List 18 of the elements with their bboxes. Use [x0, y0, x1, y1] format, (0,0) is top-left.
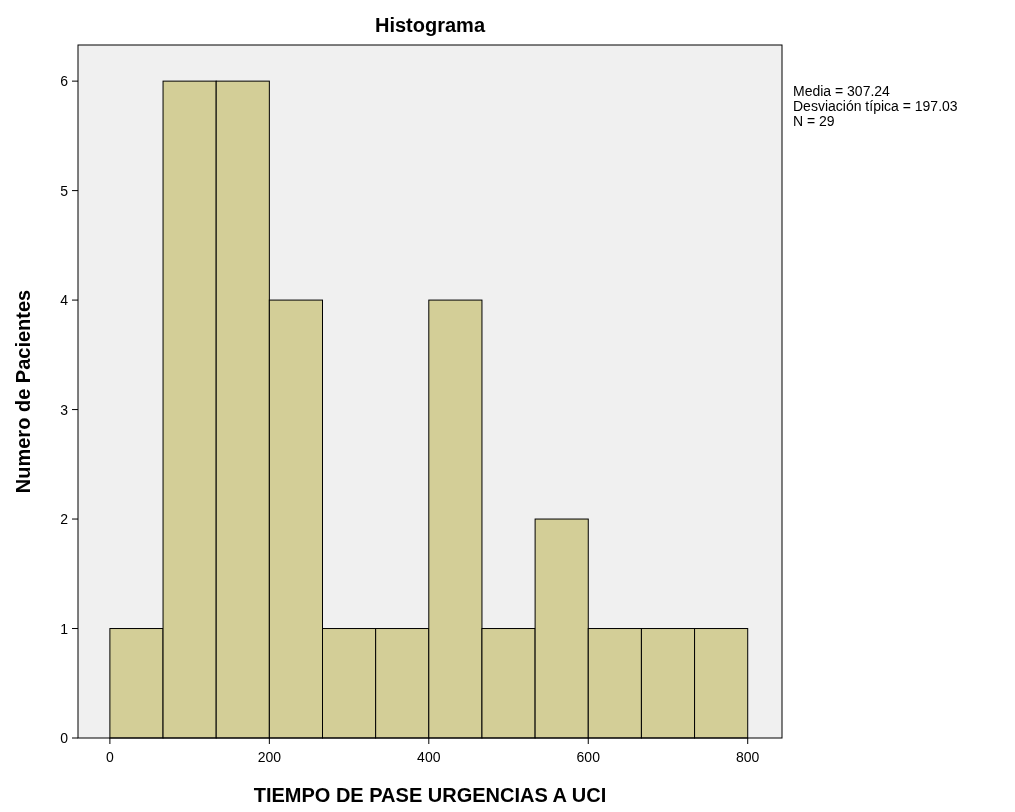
y-tick-label: 0 — [60, 730, 69, 746]
x-tick-label: 200 — [257, 749, 282, 765]
y-tick-label: 2 — [60, 511, 69, 528]
y-tick-label: 1 — [60, 620, 69, 637]
y-tick-label: 5 — [60, 182, 69, 199]
x-tick-label: 800 — [736, 749, 760, 765]
x-tick-label: 600 — [576, 749, 601, 765]
y-tick-label: 4 — [60, 292, 69, 309]
x-tick-label: 0 — [105, 749, 114, 765]
y-tick-label: 3 — [60, 401, 69, 418]
x-axis-title: TIEMPO DE PASE URGENCIAS A UCI — [253, 784, 607, 806]
text: N = 29 — [793, 113, 835, 129]
text: Media = 307.24 — [793, 83, 891, 99]
x-tick-label: 400 — [417, 749, 441, 765]
y-tick-label: 6 — [60, 73, 69, 90]
chart-title: Histograma — [374, 14, 486, 36]
text: Desviación típica = 197.03 — [793, 98, 958, 114]
y-axis-title: Numero de Pacientes — [12, 289, 34, 494]
